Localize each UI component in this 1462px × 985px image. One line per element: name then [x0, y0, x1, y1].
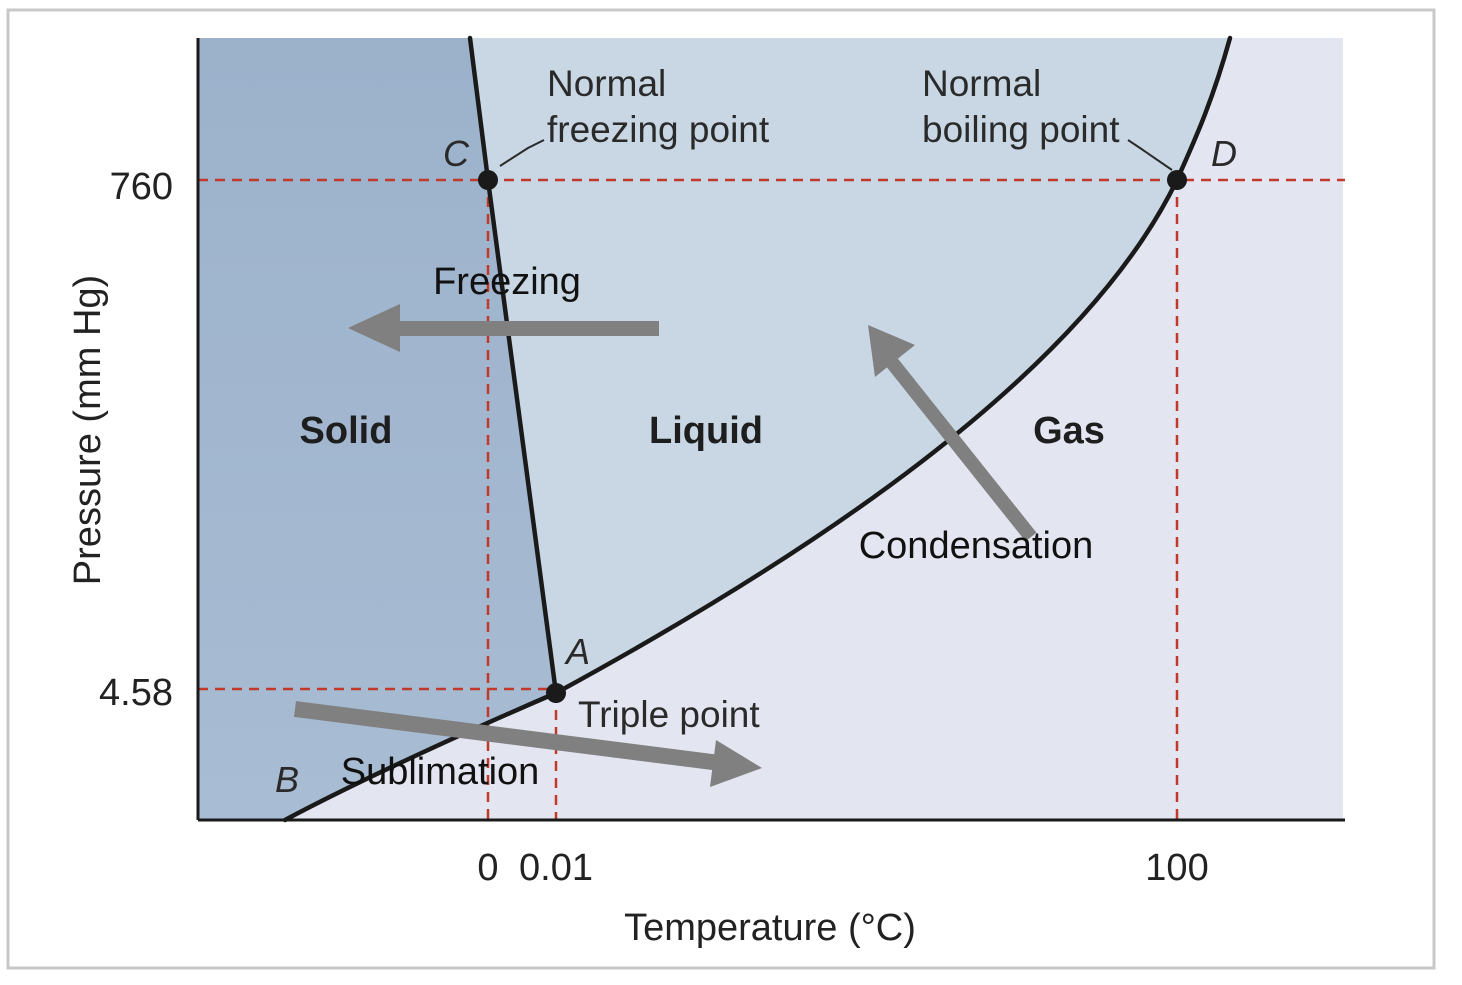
- condensation-process-label: Condensation: [859, 525, 1094, 567]
- point-d-marker: [1167, 170, 1187, 190]
- boiling-point-annotation-line1: Normal: [922, 63, 1041, 104]
- x-axis-title: Temperature (°C): [624, 907, 916, 949]
- point-a-marker: [546, 683, 566, 703]
- boiling-point-leader: [1127, 139, 1173, 171]
- freezing-point-leader: [499, 139, 545, 167]
- freezing-arrow: [348, 304, 659, 352]
- phase-gas-label: Gas: [1033, 410, 1105, 452]
- phase-solid-label: Solid: [300, 410, 393, 452]
- condensation-arrow: [868, 325, 1037, 542]
- leader-lines: [499, 139, 1173, 171]
- point-c-marker: [478, 170, 498, 190]
- point-d-label: D: [1211, 133, 1237, 174]
- point-b-label: B: [275, 759, 299, 800]
- x-tick-0: 0: [477, 847, 498, 889]
- liquid-gas-boundary: [553, 35, 1233, 696]
- point-a-label: A: [564, 631, 590, 672]
- x-tick-0-01: 0.01: [519, 847, 593, 889]
- phase-liquid-label: Liquid: [649, 410, 763, 452]
- x-tick-100: 100: [1145, 847, 1208, 889]
- axes: [196, 38, 1345, 822]
- solid-region: [198, 38, 556, 820]
- solid-gas-boundary: [282, 690, 559, 823]
- y-tick-760: 760: [110, 166, 173, 208]
- y-tick-4-58: 4.58: [99, 672, 173, 714]
- freezing-point-annotation-line2: freezing point: [547, 109, 770, 150]
- sublimation-arrow: [293, 701, 762, 787]
- process-arrows: [293, 304, 1037, 787]
- liquid-region: [470, 38, 1230, 693]
- y-axis-title: Pressure (mm Hg): [67, 275, 109, 585]
- freezing-process-label: Freezing: [433, 261, 581, 303]
- point-c-label: C: [443, 133, 470, 174]
- triple-point-annotation: Triple point: [578, 694, 760, 735]
- sublimation-process-label: Sublimation: [341, 751, 540, 793]
- reference-lines: [198, 178, 1345, 820]
- boiling-point-annotation-line2: boiling point: [922, 109, 1120, 150]
- freezing-point-annotation-line1: Normal: [547, 63, 666, 104]
